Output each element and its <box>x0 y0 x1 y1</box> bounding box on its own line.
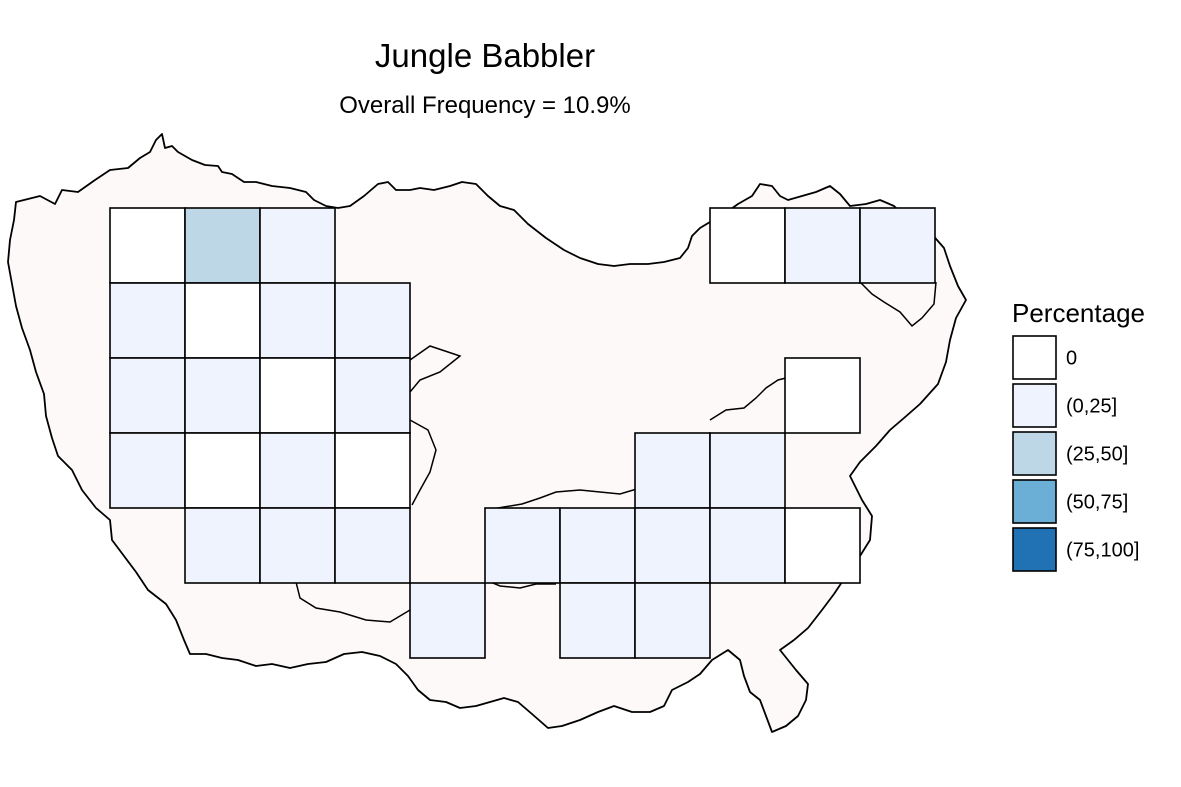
grid-cell <box>109 432 186 509</box>
legend-swatch <box>1012 383 1057 428</box>
legend-label: (25,50] <box>1066 444 1128 466</box>
grid-cell <box>409 582 486 659</box>
grid-cell <box>634 507 711 584</box>
grid-cell <box>484 507 561 584</box>
legend-swatch <box>1012 431 1057 476</box>
grid-cell <box>184 507 261 584</box>
grid-cell <box>559 507 636 584</box>
legend-label: (75,100] <box>1066 540 1139 562</box>
grid-cell <box>109 282 186 359</box>
grid-cell <box>784 507 861 584</box>
legend-swatch <box>1012 527 1057 572</box>
grid-cell <box>709 207 786 284</box>
grid-cell <box>259 357 336 434</box>
grid-cell <box>709 507 786 584</box>
legend-title: Percentage <box>1012 298 1145 328</box>
grid-cell <box>784 357 861 434</box>
legend-swatch <box>1012 335 1057 380</box>
grid-cell <box>784 207 861 284</box>
map-subtitle: Overall Frequency = 10.9% <box>339 92 630 119</box>
grid-cell <box>709 432 786 509</box>
legend-label: (0,25] <box>1066 396 1117 418</box>
grid-cell <box>334 507 411 584</box>
grid-cell <box>109 207 186 284</box>
grid-cell <box>634 582 711 659</box>
grid-cell <box>259 207 336 284</box>
grid-cell <box>184 207 261 284</box>
legend-label: (50,75] <box>1066 492 1128 514</box>
legend-label: 0 <box>1066 348 1077 370</box>
grid-cell <box>184 282 261 359</box>
grid-cell <box>259 282 336 359</box>
grid-cell <box>184 432 261 509</box>
grid-cell <box>334 432 411 509</box>
grid-cell <box>259 507 336 584</box>
grid-cell <box>334 357 411 434</box>
grid-cell <box>859 207 936 284</box>
map-title: Jungle Babbler <box>375 37 595 74</box>
inner-boundary-line <box>485 281 937 511</box>
grid-cell <box>259 432 336 509</box>
grid-cell <box>334 282 411 359</box>
grid-cell <box>109 357 186 434</box>
grid-cells <box>109 207 936 659</box>
river-line <box>295 345 556 623</box>
grid-cell <box>184 357 261 434</box>
legend-swatch <box>1012 479 1057 524</box>
grid-cell <box>559 582 636 659</box>
legend: 0 (0,25] (25,50] (50,75] (75,100] <box>1012 335 1139 572</box>
grid-cell <box>634 432 711 509</box>
